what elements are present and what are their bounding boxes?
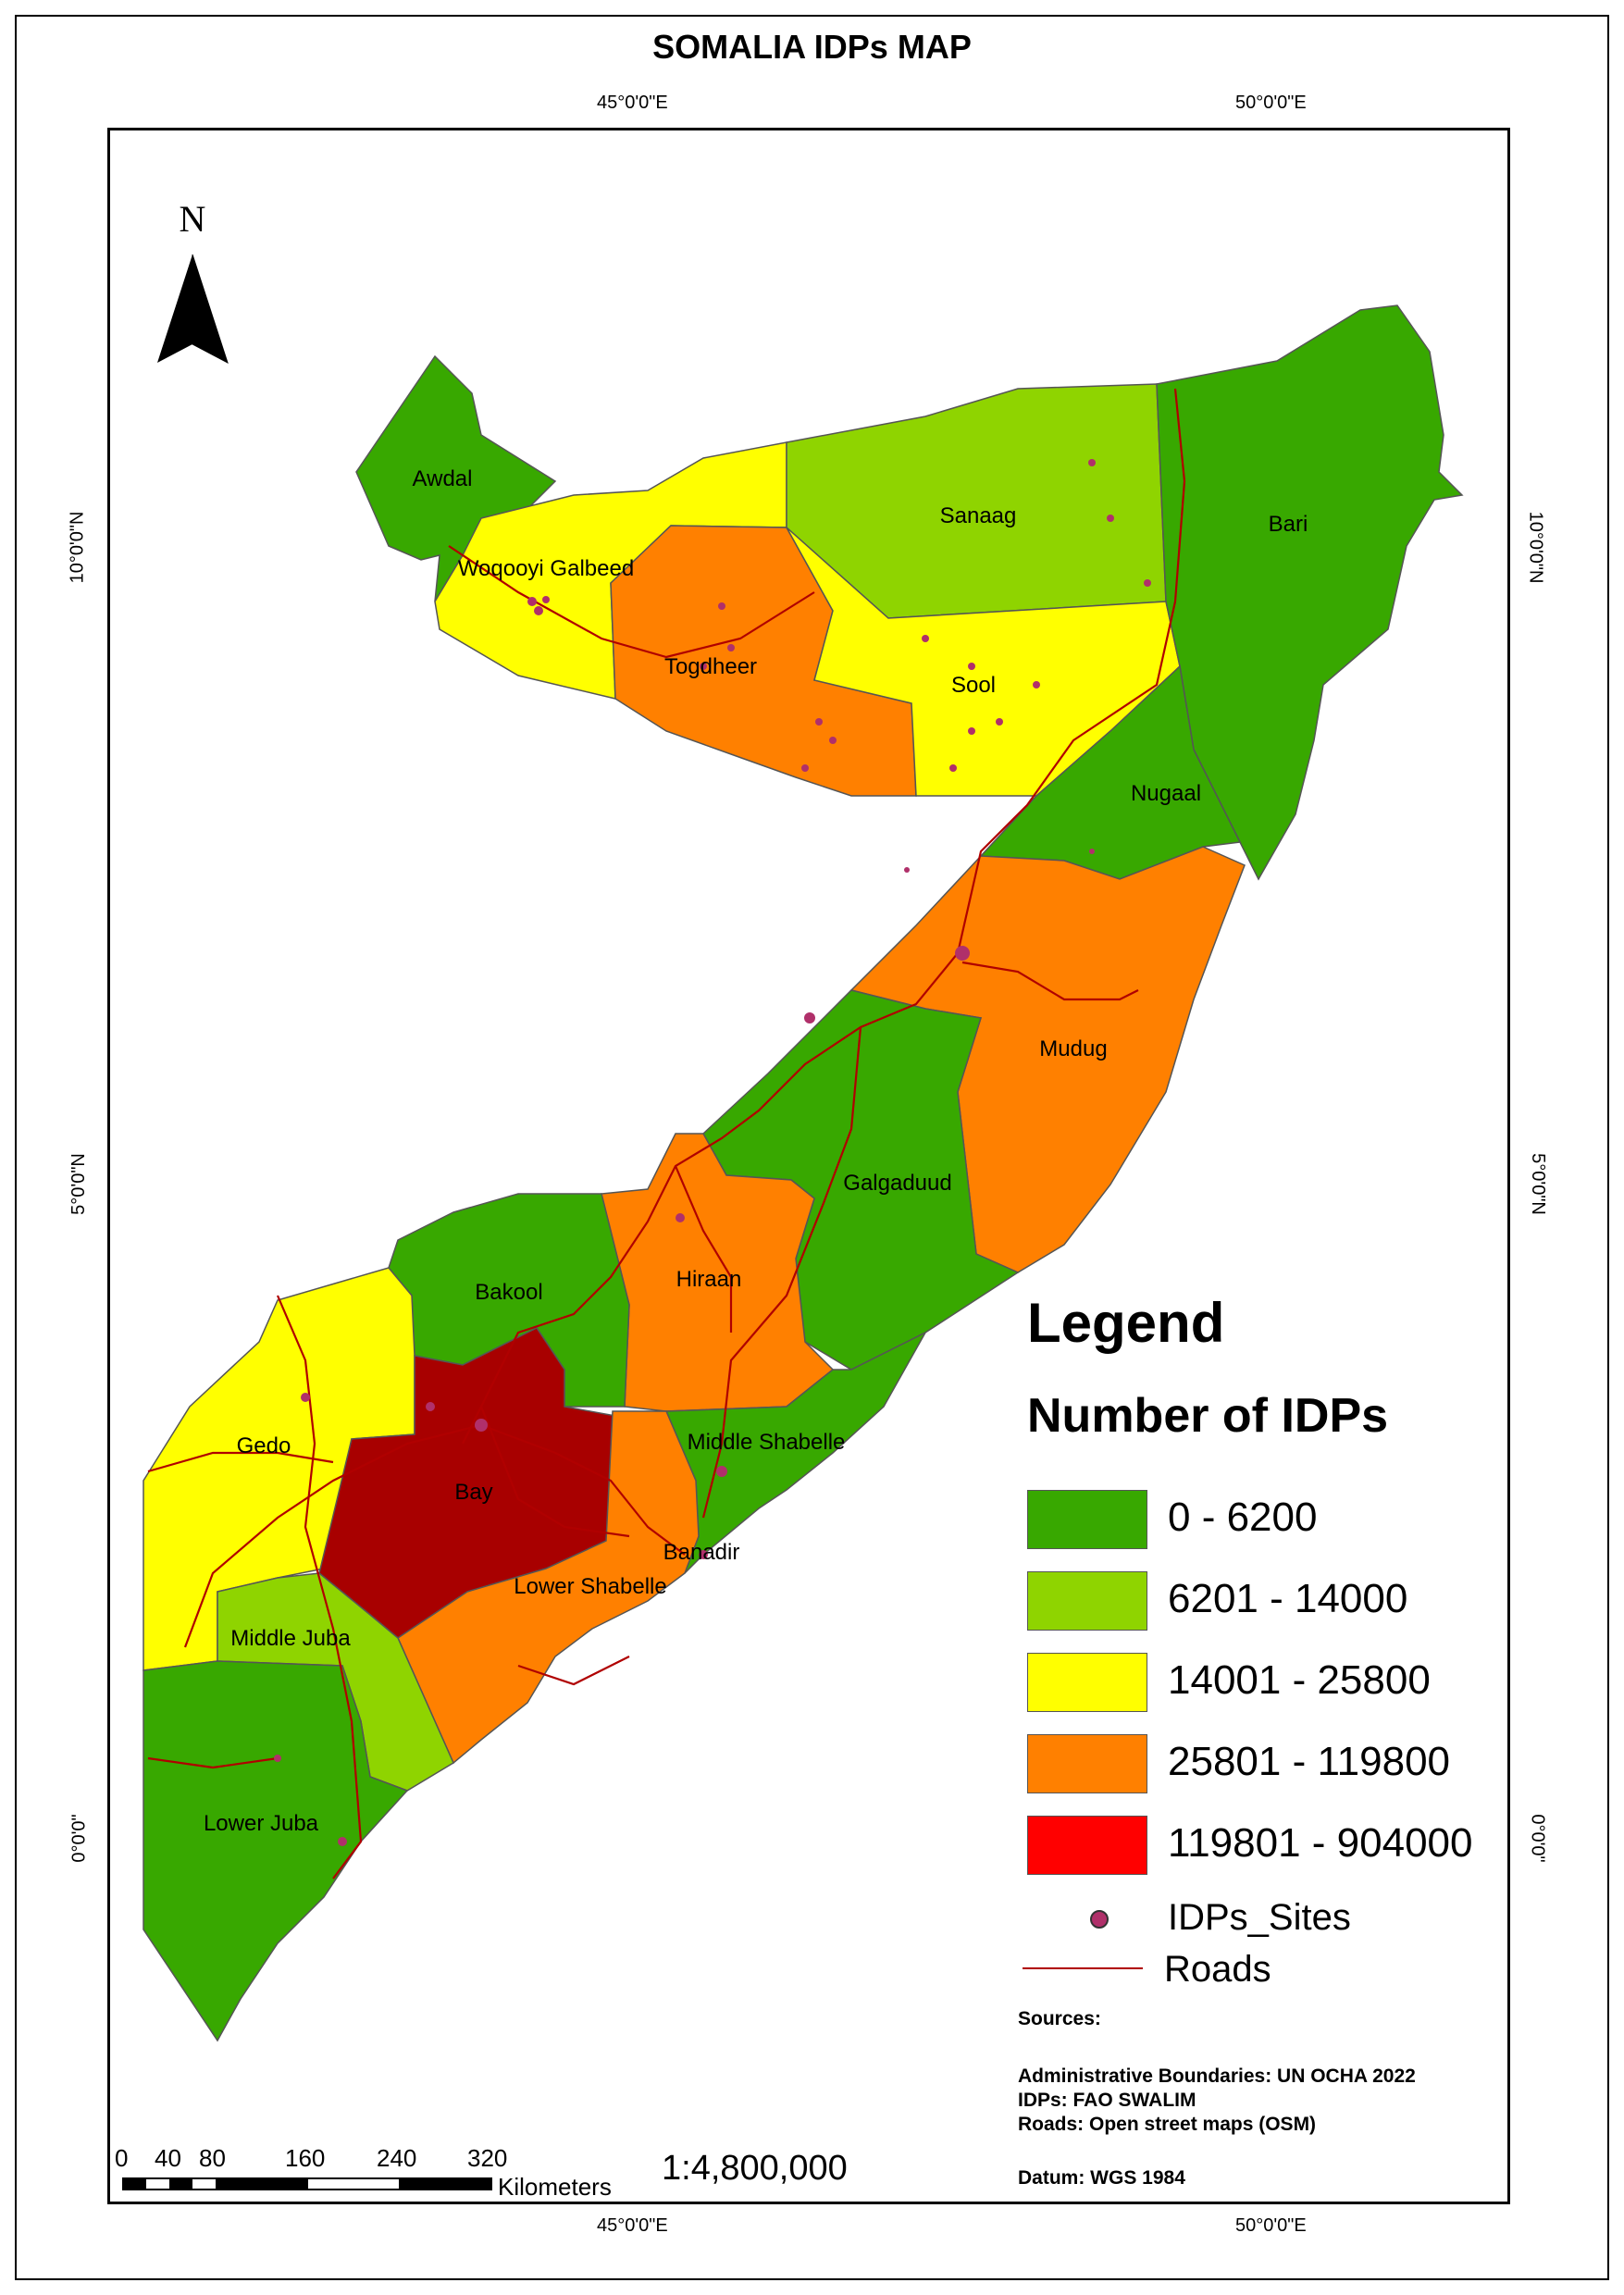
label-hiraan: Hiraan: [676, 1267, 742, 1292]
lon-label-top-45: 45°0'0"E: [597, 93, 668, 113]
scale-tick-240: 240: [377, 2144, 417, 2172]
label-mudug: Mudug: [1039, 1036, 1107, 1061]
legend-label-4: 25801 - 119800: [1168, 1739, 1451, 1784]
idp-sites-layer: [274, 459, 1151, 1846]
legend-swatch-3: [1027, 1653, 1147, 1712]
label-bay: Bay: [454, 1480, 492, 1505]
source-line-3: Roads: Open street maps (OSM): [1018, 2114, 1317, 2135]
label-woqooyi-galbeed: Woqooyi Galbeed: [458, 556, 634, 581]
region-lower-shabelle: [397, 1410, 700, 1765]
lon-label-bottom-45: 45°0'0"E: [597, 2215, 668, 2236]
label-sool: Sool: [951, 673, 996, 698]
scale-bar: [122, 2177, 492, 2190]
label-togdheer: Togdheer: [664, 654, 757, 679]
scale-tick-320: 320: [467, 2144, 508, 2172]
scale-tick-40: 40: [155, 2144, 181, 2172]
scale-tick-0: 0: [115, 2144, 129, 2172]
label-nugaal: Nugaal: [1131, 781, 1201, 806]
legend-roads-label: Roads: [1164, 1949, 1271, 1990]
label-middle-juba: Middle Juba: [230, 1626, 351, 1651]
scale-tick-80: 80: [199, 2144, 226, 2172]
legend-subtitle: Number of IDPs: [1027, 1389, 1389, 1443]
label-bakool: Bakool: [475, 1280, 542, 1305]
label-bari: Bari: [1269, 512, 1308, 537]
label-middle-shabelle: Middle Shabelle: [688, 1430, 846, 1455]
legend-title: Legend: [1027, 1292, 1225, 1354]
road-symbol-icon: [1023, 1967, 1143, 1969]
scale-unit: Kilometers: [498, 2173, 612, 2201]
legend-label-5: 119801 - 904000: [1168, 1820, 1473, 1866]
label-gedo: Gedo: [237, 1433, 291, 1458]
north-arrow-label: N: [180, 198, 206, 240]
legend-label-2: 6201 - 14000: [1168, 1576, 1408, 1621]
label-lower-shabelle: Lower Shabelle: [514, 1574, 666, 1599]
source-line-1: Administrative Boundaries: UN OCHA 2022: [1018, 2066, 1416, 2087]
north-arrow-icon: [157, 254, 229, 365]
legend-label-1: 0 - 6200: [1168, 1495, 1318, 1540]
lon-label-bottom-50: 50°0'0"E: [1235, 2215, 1307, 2236]
roads-layer: [147, 388, 1186, 1879]
scale-ratio: 1:4,800,000: [662, 2149, 848, 2188]
label-awdal: Awdal: [413, 466, 473, 491]
datum-label: Datum: WGS 1984: [1018, 2167, 1185, 2189]
legend-swatch-2: [1027, 1571, 1147, 1631]
lon-label-top-50: 50°0'0"E: [1235, 93, 1307, 113]
legend-sites-label: IDPs_Sites: [1168, 1897, 1351, 1938]
source-line-2: IDPs: FAO SWALIM: [1018, 2090, 1196, 2111]
label-galgaduud: Galgaduud: [843, 1171, 951, 1196]
map-frame: [107, 128, 1510, 2204]
scale-tick-160: 160: [285, 2144, 326, 2172]
page-border: [15, 15, 1609, 2280]
legend-swatch-5: [1027, 1816, 1147, 1875]
label-sanaag: Sanaag: [940, 503, 1017, 528]
label-lower-juba: Lower Juba: [204, 1811, 319, 1836]
map-title: SOMALIA IDPs MAP: [652, 28, 972, 66]
idp-site-symbol-icon: [1090, 1910, 1109, 1929]
legend-swatch-1: [1027, 1490, 1147, 1549]
legend-swatch-4: [1027, 1734, 1147, 1793]
label-banadir: Banadir: [663, 1540, 740, 1565]
legend-label-3: 14001 - 25800: [1168, 1657, 1431, 1703]
sources-heading: Sources:: [1018, 2008, 1101, 2029]
